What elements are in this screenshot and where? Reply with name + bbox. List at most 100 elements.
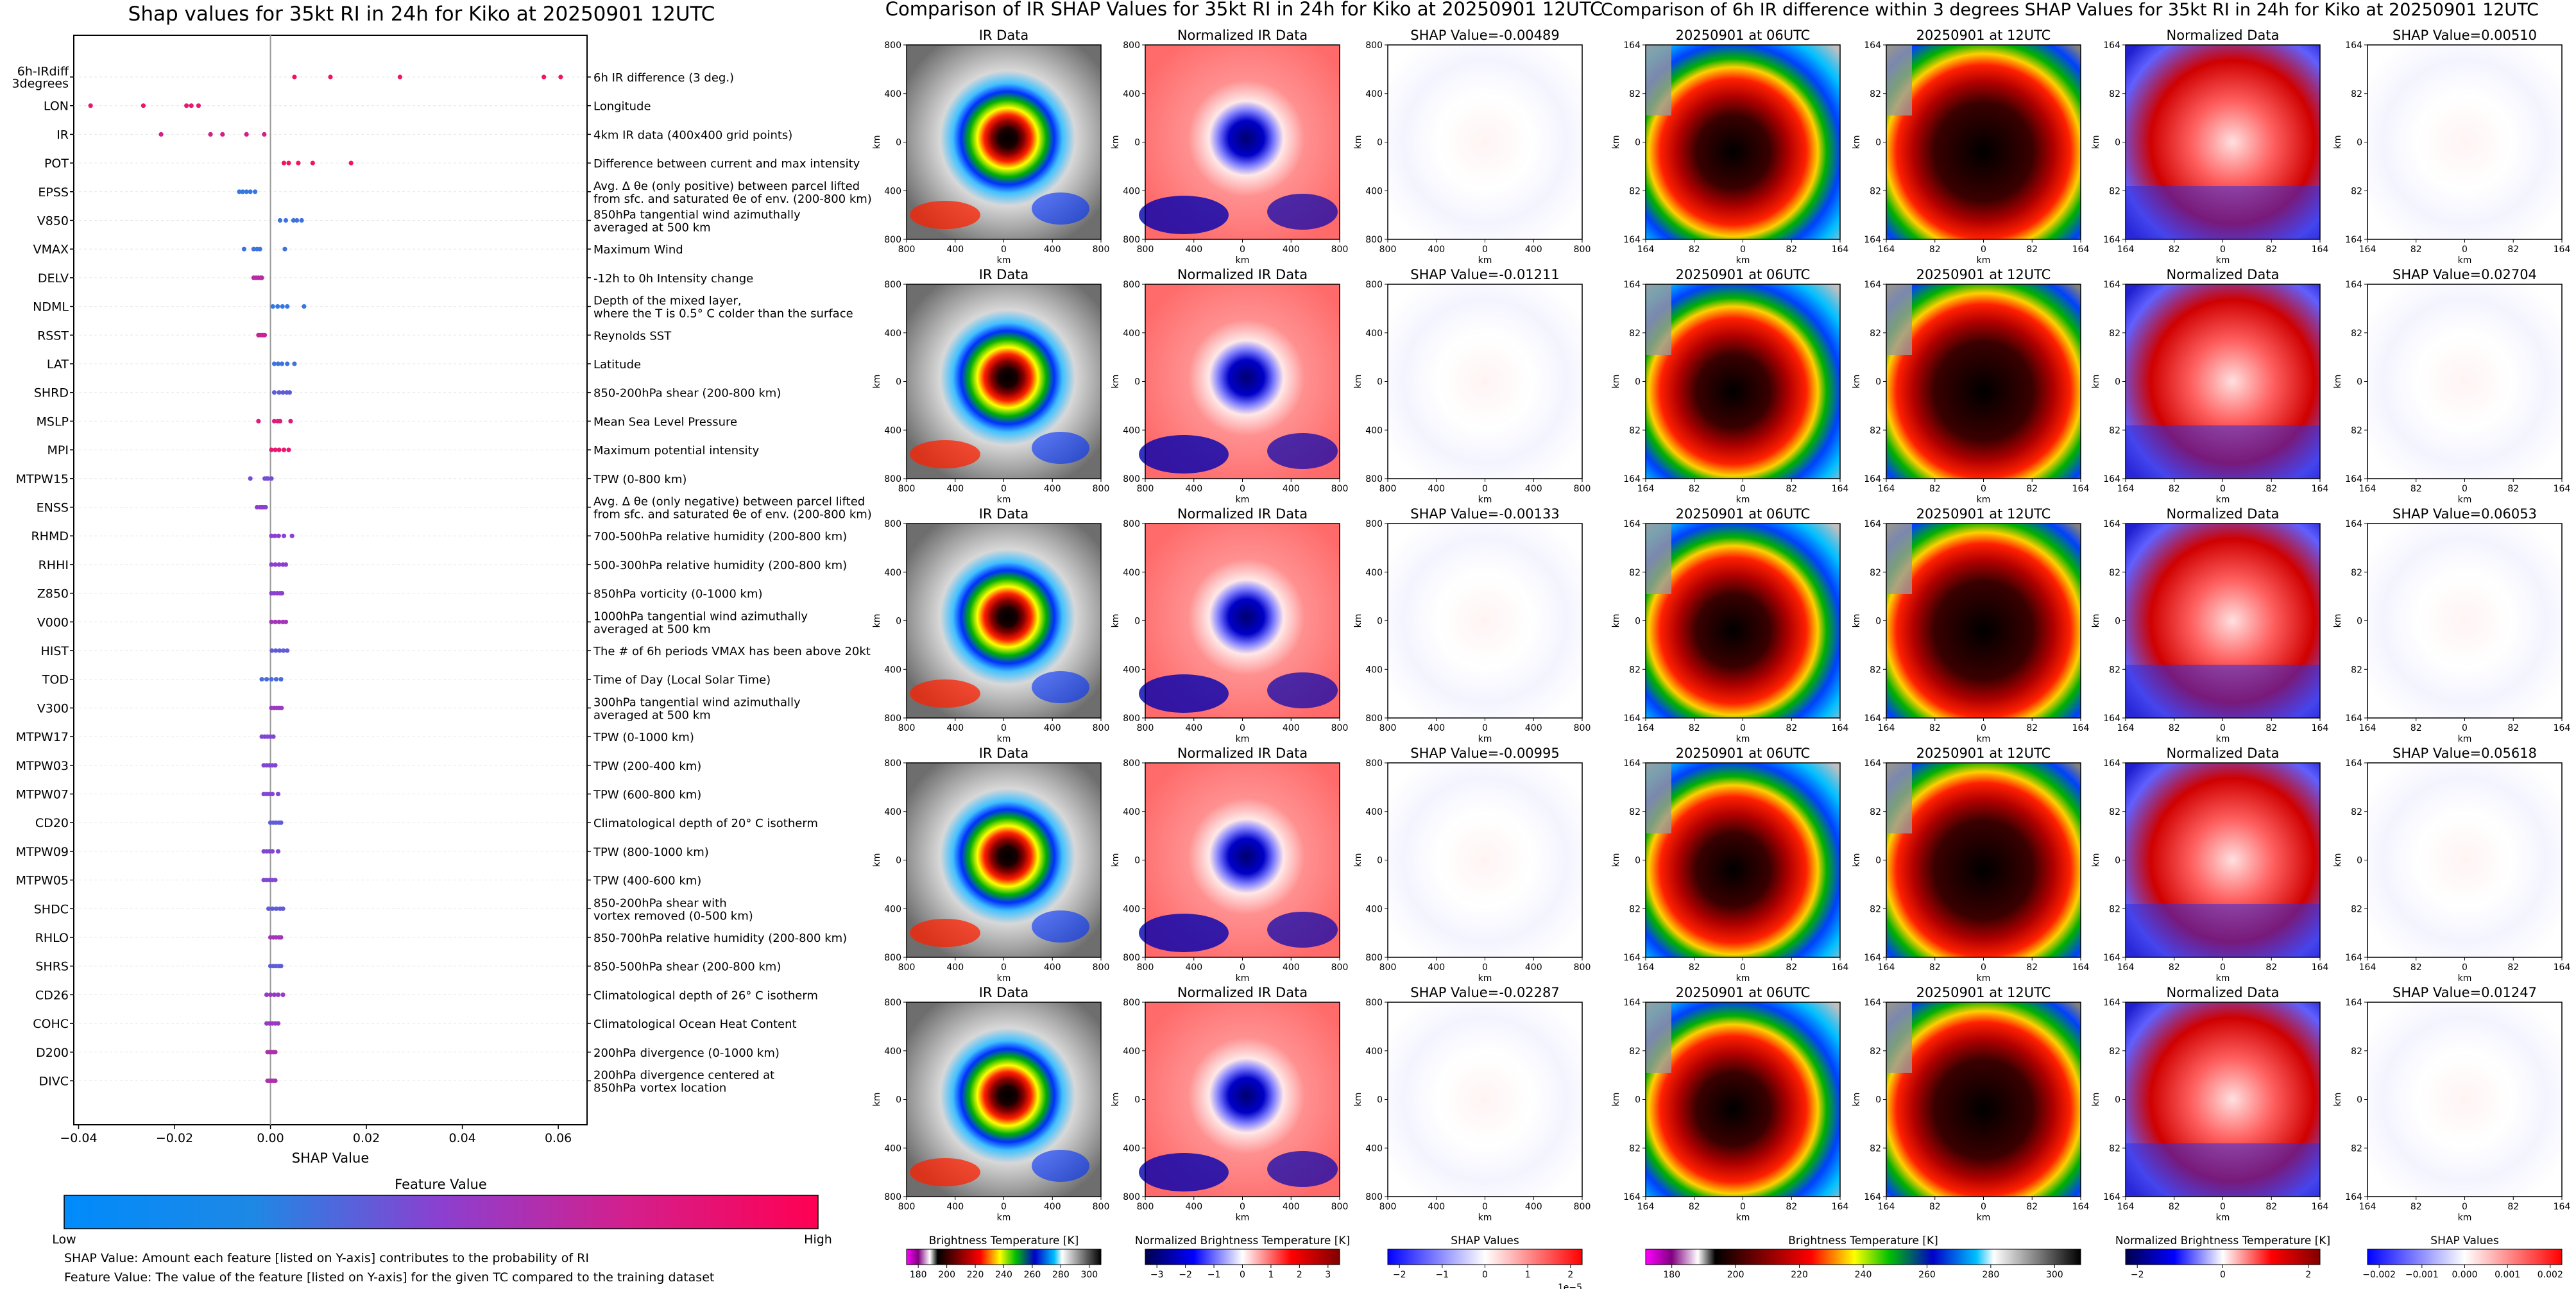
ir-shap-colorbar: SHAP Values −2 −1 0 1 2 1e−5	[1387, 1234, 1583, 1289]
panel-x-tick-label: 164	[2312, 1202, 2329, 1212]
panel-x-tick-label: 0	[1740, 723, 1746, 733]
shap-feature-description: Maximum potential intensity	[593, 444, 760, 457]
colorbar-tick-label: −0.001	[2405, 1270, 2439, 1280]
panel-y-tick-label: 164	[2103, 953, 2120, 963]
diff-gray-corner	[1886, 763, 1912, 833]
panel-x-tick-label: 82	[2026, 962, 2038, 973]
diff-12utc-panel: 20250901 at 12UTC1641648282008282164164k…	[1852, 267, 2089, 505]
ir-data-panel-title: IR Data	[979, 28, 1029, 43]
diff-12utc-panel-title: 20250901 at 12UTC	[1916, 506, 2051, 522]
colorbar-tick-label: 260	[1024, 1270, 1041, 1280]
shap-feature-name: V300	[37, 701, 69, 715]
shap-point	[294, 218, 300, 223]
panel-y-tick-label: 164	[2345, 953, 2362, 963]
colorbar-tick-label: 0.001	[2495, 1270, 2520, 1280]
shap-feature-description: Climatological depth of 26° C isotherm	[593, 989, 818, 1002]
shap-point	[248, 189, 253, 194]
panel-x-tick-label: 800	[1331, 962, 1349, 973]
ir-band-blob	[910, 919, 980, 947]
diff-12utc-image	[1886, 524, 2081, 718]
diff-shap-image	[2367, 763, 2562, 957]
panel-y-tick-label: 800	[1365, 713, 1383, 724]
shap-feature-name: DIVC	[39, 1075, 69, 1089]
shap-feature-descriptions: 6h IR difference (3 deg.) Longitude 4km IR…	[587, 71, 872, 1095]
panel-x-axis-label: km	[997, 495, 1011, 505]
panel-x-tick-label: 0	[2220, 1202, 2226, 1212]
diff-12utc-image	[1886, 763, 2081, 957]
diff-12utc-image	[1886, 45, 2081, 239]
shap-feature-name: MTPW09	[16, 845, 69, 859]
shap-point	[285, 648, 290, 653]
panel-y-tick-label: 82	[1629, 568, 1641, 578]
panel-x-tick-label: 82	[1689, 244, 1700, 255]
feature-value-colorbar-title: Feature Value	[395, 1177, 487, 1192]
panel-x-axis-label: km	[2216, 734, 2230, 744]
shap-point	[273, 562, 278, 567]
shap-point	[278, 677, 284, 682]
panel-y-tick-label: 164	[2345, 519, 2362, 529]
shap-point	[286, 447, 291, 452]
shap-point	[302, 304, 307, 309]
shap-point	[275, 361, 281, 366]
shap-feature-name: 3degrees	[12, 77, 69, 91]
shap-feature-name: CD20	[35, 816, 69, 830]
panel-y-tick-label: 164	[2103, 280, 2120, 290]
panel-y-tick-label: 400	[1123, 1046, 1140, 1057]
ir-shap-image	[1388, 763, 1582, 957]
panel-x-axis-label: km	[1478, 734, 1492, 744]
diff-section-title: Comparison of 6h IR difference within 3 …	[1601, 0, 2539, 20]
panel-y-axis-label: km	[1111, 614, 1121, 628]
diff-06utc-panel-title: 20250901 at 06UTC	[1676, 746, 1811, 761]
panel-y-axis-label: km	[1852, 614, 1862, 628]
panel-y-tick-label: 0	[2115, 856, 2120, 866]
panel-y-tick-label: 82	[1629, 425, 1641, 436]
ir-band-blob	[910, 679, 980, 708]
panel-y-tick-label: 400	[884, 807, 901, 817]
panel-y-tick-label: 800	[884, 1192, 901, 1202]
panel-y-axis-label: km	[1852, 853, 1862, 867]
panel-x-tick-label: 400	[1428, 723, 1445, 733]
ir-data-panel-title: IR Data	[979, 506, 1029, 522]
panel-y-axis-label: km	[1353, 853, 1363, 867]
shap-point	[269, 906, 275, 911]
panel-y-tick-label: 164	[1623, 713, 1641, 724]
panel-y-tick-label: 82	[2109, 425, 2120, 436]
shap-feature-name: MPI	[47, 443, 69, 457]
shap-point	[158, 132, 164, 137]
panel-x-tick-label: 400	[1428, 1202, 1445, 1212]
shap-point	[256, 418, 261, 424]
feature-value-high-label: High	[804, 1233, 832, 1247]
normdiff-blue-band	[2126, 665, 2320, 718]
panel-x-tick-label: 800	[1093, 723, 1110, 733]
shap-point	[286, 160, 291, 166]
panel-x-tick-label: 0	[1001, 962, 1007, 973]
shap-point	[241, 246, 247, 252]
shap-summary-panel: Shap values for 35kt RI in 24h for Kiko …	[12, 3, 871, 1285]
norm-band-blob	[1267, 912, 1338, 948]
panel-x-tick-label: 400	[1185, 723, 1202, 733]
shap-point	[269, 648, 275, 653]
panel-x-tick-label: 400	[946, 484, 964, 494]
shap-point	[263, 504, 268, 510]
shap-point	[296, 160, 301, 166]
panel-x-tick-label: 164	[1832, 484, 1849, 494]
shap-feature-name: Z850	[37, 587, 69, 601]
panel-x-tick-label: 82	[2507, 962, 2519, 973]
shap-point	[275, 992, 281, 997]
shap-point	[289, 533, 294, 538]
colorbar-tick-label: −1	[1436, 1270, 1449, 1280]
panel-y-tick-label: 164	[2103, 474, 2120, 484]
shap-feature-description: Climatological depth of 20° C isotherm	[593, 817, 818, 830]
panel-x-axis-label: km	[1236, 1213, 1250, 1223]
panel-x-tick-label: 0	[1981, 484, 1986, 494]
panel-x-tick-label: 400	[1525, 484, 1542, 494]
panel-y-axis-label: km	[2333, 135, 2343, 149]
panel-y-tick-label: 400	[1365, 807, 1383, 817]
shap-feature-description: Longitude	[593, 100, 651, 114]
diff-gray-corner	[1646, 763, 1671, 833]
panel-y-tick-label: 800	[884, 40, 901, 51]
shap-point	[244, 189, 249, 194]
shap-feature-name: CD26	[35, 988, 69, 1002]
panel-x-tick-label: 164	[2072, 723, 2090, 733]
